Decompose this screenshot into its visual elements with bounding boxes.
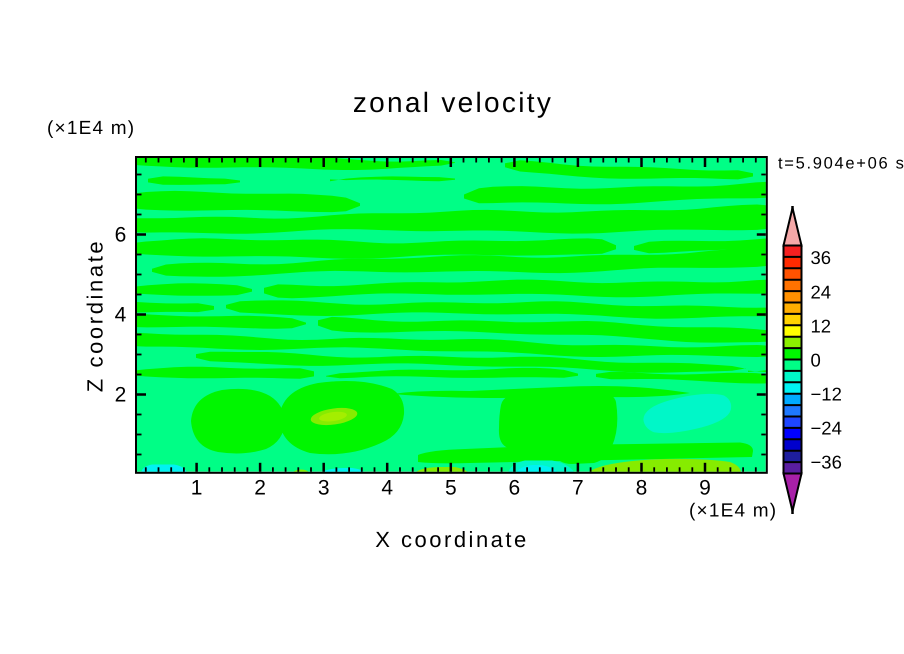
- svg-text:−12: −12: [811, 384, 842, 405]
- svg-text:24: 24: [811, 282, 832, 303]
- svg-text:−24: −24: [811, 418, 842, 439]
- svg-text:t=5.904e+06 s: t=5.904e+06 s: [778, 154, 904, 172]
- svg-text:2: 2: [254, 477, 266, 500]
- svg-text:36: 36: [811, 247, 832, 268]
- svg-text:3: 3: [318, 477, 330, 500]
- svg-text:1: 1: [191, 477, 203, 500]
- svg-text:−36: −36: [811, 452, 842, 473]
- svg-text:6: 6: [509, 477, 521, 500]
- svg-text:6: 6: [115, 224, 127, 247]
- svg-text:4: 4: [115, 304, 127, 327]
- svg-text:2: 2: [115, 384, 127, 407]
- svg-text:(×1E4 m): (×1E4 m): [47, 118, 135, 139]
- svg-text:5: 5: [445, 477, 457, 500]
- svg-text:0: 0: [811, 350, 821, 371]
- svg-text:8: 8: [636, 477, 648, 500]
- svg-text:12: 12: [811, 316, 832, 337]
- svg-text:4: 4: [381, 477, 393, 500]
- svg-text:X coordinate: X coordinate: [375, 527, 529, 552]
- svg-text:zonal velocity: zonal velocity: [353, 87, 553, 118]
- svg-text:7: 7: [572, 477, 584, 500]
- svg-text:9: 9: [699, 477, 711, 500]
- svg-text:(×1E4 m): (×1E4 m): [689, 501, 777, 522]
- svg-text:Z coordinate: Z coordinate: [83, 239, 108, 393]
